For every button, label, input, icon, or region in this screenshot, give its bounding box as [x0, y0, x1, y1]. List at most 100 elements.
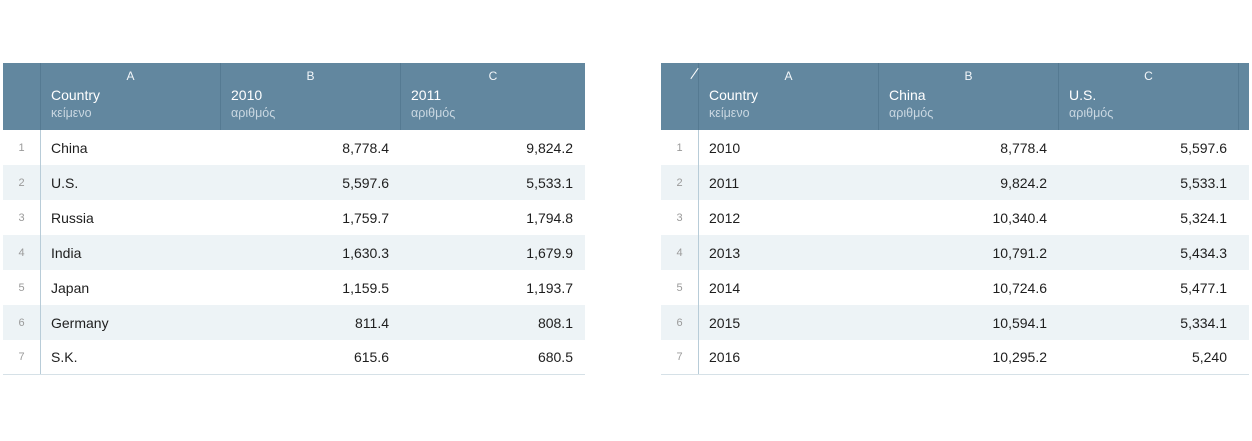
table-row: 7 2016 10,295.2 5,240: [661, 340, 1249, 375]
cell-b[interactable]: 10,295.2: [992, 349, 1048, 365]
cell-b[interactable]: 10,724.6: [992, 279, 1048, 296]
cell-b[interactable]: 10,340.4: [992, 209, 1048, 226]
column-header-c[interactable]: C U.S. αριθμός: [1059, 63, 1239, 130]
cell-b[interactable]: 8,778.4: [1000, 139, 1047, 156]
corner-cell[interactable]: [3, 63, 41, 130]
cell-a[interactable]: 2015: [709, 314, 741, 331]
cell-a[interactable]: S.K.: [51, 349, 78, 365]
table-row: 4 India 1,630.3 1,679.9: [3, 235, 585, 270]
header-row: A Country κείμενο B China αριθμός C U.S.…: [661, 63, 1249, 130]
column-type: αριθμός: [1069, 106, 1114, 120]
row-number[interactable]: 6: [661, 305, 699, 340]
table-row: 1 China 8,778.4 9,824.2: [3, 130, 585, 165]
cell-c[interactable]: 5,533.1: [526, 174, 573, 191]
row-number[interactable]: 3: [661, 200, 699, 235]
cell-b[interactable]: 9,824.2: [1000, 174, 1047, 191]
column-letter: A: [784, 69, 793, 83]
cell-c[interactable]: 680.5: [537, 349, 573, 365]
column-letter: C: [488, 69, 498, 83]
cell-b[interactable]: 5,597.6: [342, 174, 389, 191]
cell-b[interactable]: 10,791.2: [992, 244, 1048, 261]
cell-c[interactable]: 5,334.1: [1180, 314, 1227, 331]
column-name: China: [889, 87, 926, 103]
column-letter: B: [306, 69, 315, 83]
right-data-table: A Country κείμενο B China αριθμός C U.S.…: [661, 63, 1249, 375]
row-number[interactable]: 1: [661, 130, 699, 165]
table-body: 1 2010 8,778.4 5,597.6 2 2011 9,824.2 5,…: [661, 130, 1249, 375]
column-name: 2011: [411, 87, 442, 103]
cell-a[interactable]: U.S.: [51, 174, 79, 191]
cell-a[interactable]: 2016: [709, 349, 741, 365]
cell-c[interactable]: 5,533.1: [1180, 174, 1227, 191]
column-type: αριθμός: [889, 106, 934, 120]
row-number[interactable]: 2: [3, 165, 41, 200]
cell-c[interactable]: 5,324.1: [1180, 209, 1227, 226]
table-row: 5 Japan 1,159.5 1,193.7: [3, 270, 585, 305]
row-number[interactable]: 6: [3, 305, 41, 340]
cell-a[interactable]: 2014: [709, 279, 741, 296]
column-letter: A: [126, 69, 135, 83]
row-number[interactable]: 5: [661, 270, 699, 305]
cell-a[interactable]: India: [51, 244, 82, 261]
column-header-c[interactable]: C 2011 αριθμός: [401, 63, 585, 130]
table-row: 7 S.K. 615.6 680.5: [3, 340, 585, 375]
cell-c[interactable]: 1,193.7: [526, 279, 573, 296]
cell-c[interactable]: 9,824.2: [526, 139, 573, 156]
table-row: 5 2014 10,724.6 5,477.1: [661, 270, 1249, 305]
table-row: 4 2013 10,791.2 5,434.3: [661, 235, 1249, 270]
table-row: 6 2015 10,594.1 5,334.1: [661, 305, 1249, 340]
cell-b[interactable]: 1,759.7: [342, 209, 389, 226]
cell-c[interactable]: 5,434.3: [1180, 244, 1227, 261]
cell-a[interactable]: 2013: [709, 244, 741, 261]
left-data-table: A Country κείμενο B 2010 αριθμός C 2011 …: [3, 63, 585, 375]
column-type: αριθμός: [411, 106, 456, 120]
column-letter: B: [964, 69, 973, 83]
cell-b[interactable]: 1,159.5: [342, 279, 389, 296]
corner-cell[interactable]: [661, 63, 699, 130]
header-row: A Country κείμενο B 2010 αριθμός C 2011 …: [3, 63, 585, 130]
row-number[interactable]: 3: [3, 200, 41, 235]
table-row: 3 Russia 1,759.7 1,794.8: [3, 200, 585, 235]
cell-c[interactable]: 808.1: [537, 314, 573, 331]
cell-c[interactable]: 5,477.1: [1180, 279, 1227, 296]
cell-c[interactable]: 1,794.8: [526, 209, 573, 226]
row-number[interactable]: 2: [661, 165, 699, 200]
cell-c[interactable]: 1,679.9: [526, 244, 573, 261]
column-type: κείμενο: [709, 106, 750, 120]
row-number[interactable]: 4: [3, 235, 41, 270]
table-body: 1 China 8,778.4 9,824.2 2 U.S. 5,597.6 5…: [3, 130, 585, 375]
cell-a[interactable]: China: [51, 139, 88, 156]
cell-c[interactable]: 5,240: [1191, 349, 1227, 365]
cell-a[interactable]: Germany: [51, 314, 109, 331]
column-header-b[interactable]: B China αριθμός: [879, 63, 1059, 130]
column-header-a[interactable]: A Country κείμενο: [699, 63, 879, 130]
column-name: Country: [51, 87, 101, 103]
cell-a[interactable]: 2011: [709, 174, 740, 191]
cell-b[interactable]: 10,594.1: [992, 314, 1048, 331]
column-name: Country: [709, 87, 759, 103]
cell-a[interactable]: 2010: [709, 139, 741, 156]
table-row: 3 2012 10,340.4 5,324.1: [661, 200, 1249, 235]
cell-a[interactable]: 2012: [709, 209, 741, 226]
column-name: U.S.: [1069, 87, 1097, 103]
row-number[interactable]: 1: [3, 130, 41, 165]
column-header-b[interactable]: B 2010 αριθμός: [221, 63, 401, 130]
cell-c[interactable]: 5,597.6: [1180, 139, 1227, 156]
row-number[interactable]: 7: [3, 340, 41, 374]
header-filler: [1239, 63, 1249, 130]
cell-a[interactable]: Japan: [51, 279, 90, 296]
table-row: 2 2011 9,824.2 5,533.1: [661, 165, 1249, 200]
table-row: 1 2010 8,778.4 5,597.6: [661, 130, 1249, 165]
cell-b[interactable]: 811.4: [355, 314, 389, 331]
table-row: 6 Germany 811.4 808.1: [3, 305, 585, 340]
cell-b[interactable]: 8,778.4: [342, 139, 389, 156]
cell-b[interactable]: 1,630.3: [342, 244, 389, 261]
column-resize-handle[interactable]: [690, 67, 699, 80]
cell-a[interactable]: Russia: [51, 209, 94, 226]
column-type: αριθμός: [231, 106, 276, 120]
column-header-a[interactable]: A Country κείμενο: [41, 63, 221, 130]
row-number[interactable]: 7: [661, 340, 699, 374]
cell-b[interactable]: 615.6: [353, 349, 389, 365]
row-number[interactable]: 4: [661, 235, 699, 270]
row-number[interactable]: 5: [3, 270, 41, 305]
